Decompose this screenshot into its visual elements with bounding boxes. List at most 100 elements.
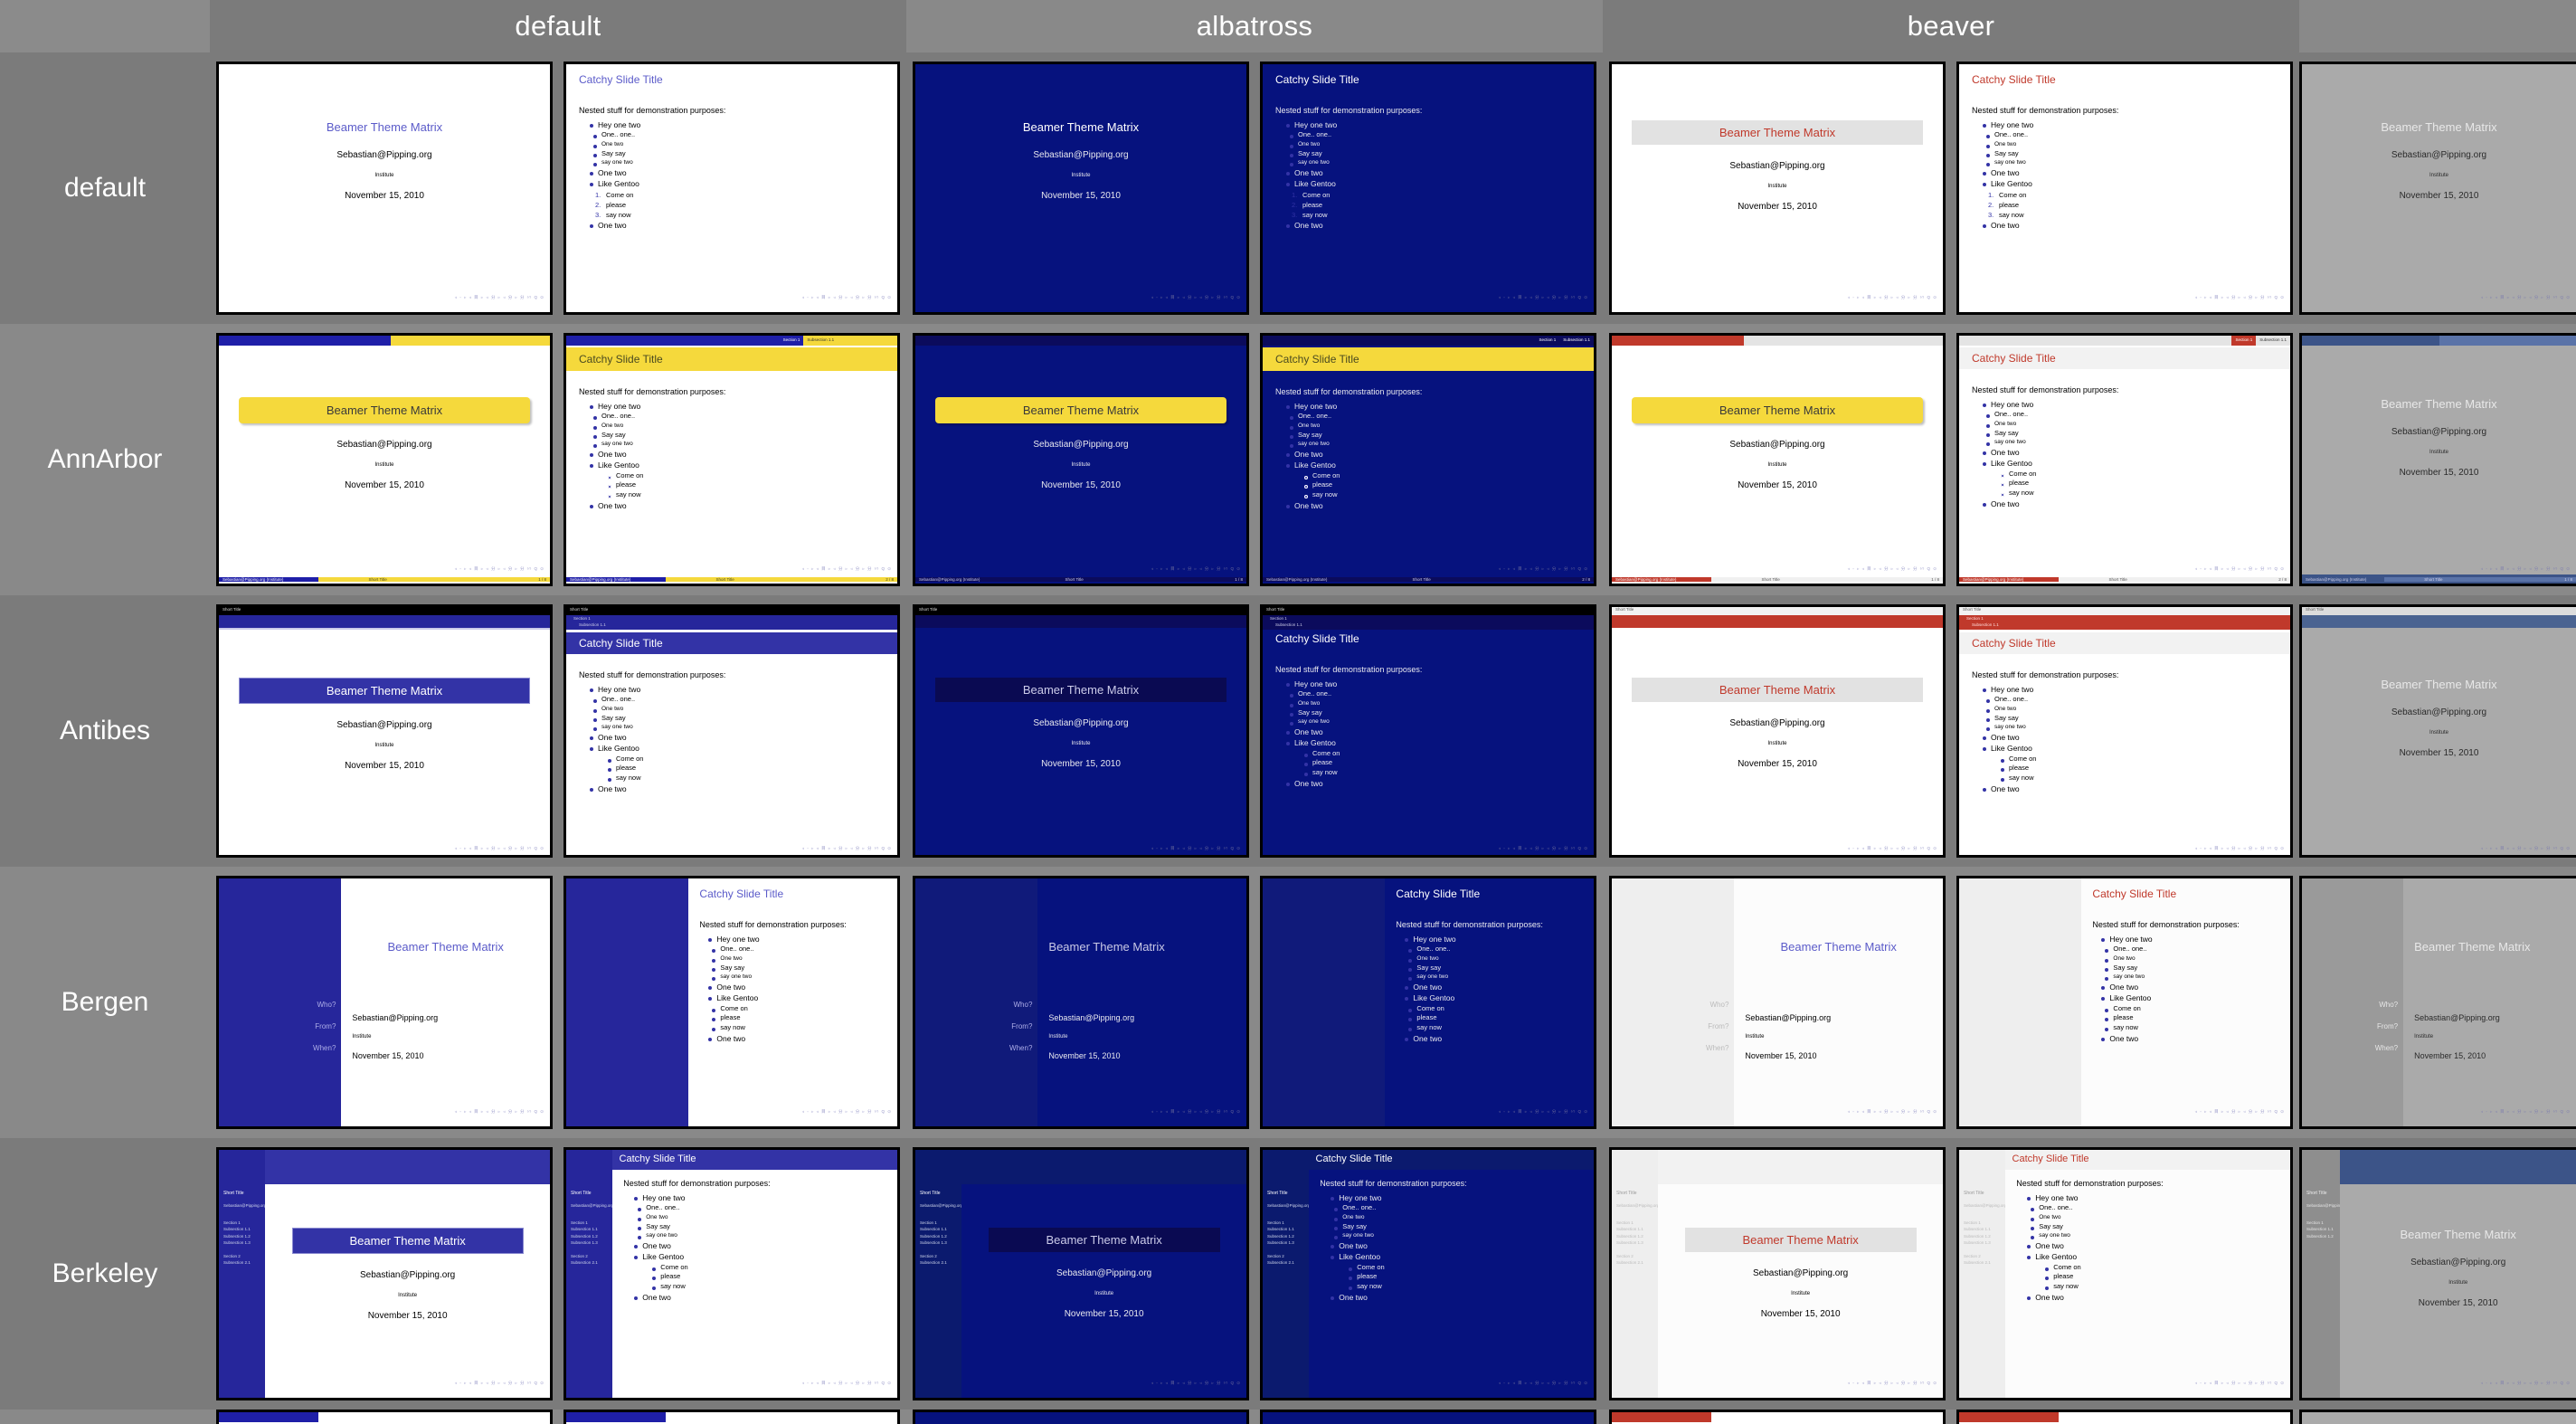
sidebar-subsection[interactable]: Subsection 1.2 — [571, 1233, 598, 1239]
nav-symbols-icon[interactable]: ◃ ◦ ▹ ◃ 目 ▹ ◃ 分 ▹ ◃ 分 ▹ 分 ∽ Q ⊙ — [2194, 1109, 2285, 1114]
sidebar-subsection[interactable]: Subsection 2.1 — [1267, 1260, 1294, 1266]
navigation-bar[interactable] — [219, 1412, 550, 1422]
navigation-bar[interactable]: Section 1 Subsection 1.1 — [1959, 336, 2290, 346]
slide-title[interactable]: Who? From? When? Beamer Theme Matrix Seb… — [2299, 876, 2576, 1129]
nav-symbols-icon[interactable]: ◃ ◦ ▹ ◃ 目 ▹ ◃ 分 ▹ ◃ 分 ▹ 分 ∽ Q ⊙ — [801, 1109, 892, 1114]
sidebar-short-title[interactable]: Short Title — [571, 1191, 592, 1196]
sidebar-subsection[interactable]: Subsection 1.2 — [920, 1233, 947, 1239]
nav-short-title[interactable]: Short Title — [566, 607, 897, 615]
slide-title[interactable] — [2299, 1410, 2576, 1424]
sidebar-author[interactable]: Sebastian@Pipping.org — [571, 1203, 614, 1208]
navigation-bar[interactable] — [915, 336, 1246, 346]
slide-title[interactable] — [913, 1410, 1249, 1424]
nav-short-title[interactable]: Short Title — [915, 607, 1246, 615]
nav-symbols-icon[interactable]: ◃ ◦ ▹ ◃ 目 ▹ ◃ 分 ▹ ◃ 分 ▹ 分 ∽ Q ⊙ — [1151, 1109, 1241, 1114]
slide-title[interactable]: Who? From? When? Beamer Theme Matrix Seb… — [216, 876, 553, 1129]
sidebar-subsection[interactable]: Subsection 2.1 — [920, 1260, 947, 1266]
nav-subsection[interactable]: Subsection 1.1 — [1275, 622, 1302, 627]
nav-symbols-icon[interactable]: ◃ ◦ ▹ ◃ 目 ▹ ◃ 分 ▹ ◃ 分 ▹ 分 ∽ Q ⊙ — [1847, 1381, 1937, 1385]
sidebar-subsection[interactable]: Subsection 1.1 — [571, 1227, 598, 1232]
nav-subsection[interactable]: Subsection 1.1 — [1559, 336, 1594, 346]
slide-content[interactable]: Short Title Section 1 Subsection 1.1 Cat… — [1260, 604, 1596, 858]
navigation-bar[interactable] — [219, 336, 550, 346]
nav-section[interactable]: Section 1 — [573, 616, 591, 621]
nav-symbols-icon[interactable]: ◃ ◦ ▹ ◃ 目 ▹ ◃ 分 ▹ ◃ 分 ▹ 分 ∽ Q ⊙ — [454, 566, 545, 571]
nav-section[interactable]: Section 1 — [1966, 616, 1984, 621]
nav-symbols-icon[interactable]: ◃ ◦ ▹ ◃ 目 ▹ ◃ 分 ▹ ◃ 分 ▹ 分 ∽ Q ⊙ — [2480, 1109, 2571, 1114]
nav-symbols-icon[interactable]: ◃ ◦ ▹ ◃ 目 ▹ ◃ 分 ▹ ◃ 分 ▹ 分 ∽ Q ⊙ — [2194, 566, 2285, 571]
slide-title[interactable]: Beamer Theme Matrix Sebastian@Pipping.or… — [1609, 333, 1946, 586]
nav-symbols-icon[interactable]: ◃ ◦ ▹ ◃ 目 ▹ ◃ 分 ▹ ◃ 分 ▹ 分 ∽ Q ⊙ — [454, 295, 545, 299]
sidebar-subsection[interactable]: Subsection 1.1 — [1964, 1227, 1991, 1232]
slide-title[interactable]: Short Title Beamer Theme Matrix Sebastia… — [913, 604, 1249, 858]
nav-symbols-icon[interactable]: ◃ ◦ ▹ ◃ 目 ▹ ◃ 分 ▹ ◃ 分 ▹ 分 ∽ Q ⊙ — [454, 1109, 545, 1114]
sidebar-subsection[interactable]: Subsection 1.2 — [223, 1233, 251, 1239]
navigation-bar[interactable] — [1612, 1412, 1943, 1422]
nav-symbols-icon[interactable]: ◃ ◦ ▹ ◃ 目 ▹ ◃ 分 ▹ ◃ 分 ▹ 分 ∽ Q ⊙ — [1498, 1381, 1588, 1385]
nav-symbols-icon[interactable]: ◃ ◦ ▹ ◃ 目 ▹ ◃ 分 ▹ ◃ 分 ▹ 分 ∽ Q ⊙ — [1151, 295, 1241, 299]
slide-title[interactable]: Who? From? When? Beamer Theme Matrix Seb… — [913, 876, 1249, 1129]
slide-content[interactable] — [1956, 1410, 2293, 1424]
nav-symbols-icon[interactable]: ◃ ◦ ▹ ◃ 目 ▹ ◃ 分 ▹ ◃ 分 ▹ 分 ∽ Q ⊙ — [1498, 846, 1588, 850]
sidebar-subsection[interactable]: Subsection 1.1 — [2306, 1227, 2334, 1232]
sidebar-subsection[interactable]: Subsection 1.3 — [1267, 1239, 1294, 1245]
slide-content[interactable]: Short Title Section 1 Subsection 1.1 Cat… — [1956, 604, 2293, 858]
sidebar-short-title[interactable]: Short Title — [2306, 1191, 2327, 1196]
slide-title[interactable]: Beamer Theme Matrix Sebastian@Pipping.or… — [913, 333, 1249, 586]
sidebar-section[interactable]: Section 1 — [920, 1220, 937, 1226]
slide-content[interactable]: Short Title Sebastian@Pipping.org Sectio… — [564, 1147, 900, 1400]
navigation-bar[interactable] — [2302, 336, 2576, 346]
slide-content[interactable] — [1260, 1410, 1596, 1424]
nav-symbols-icon[interactable]: ◃ ◦ ▹ ◃ 目 ▹ ◃ 分 ▹ ◃ 分 ▹ 分 ∽ Q ⊙ — [2480, 846, 2571, 850]
sidebar-short-title[interactable]: Short Title — [223, 1191, 244, 1196]
sidebar-subsection[interactable]: Subsection 1.3 — [1964, 1239, 1991, 1245]
nav-symbols-icon[interactable]: ◃ ◦ ▹ ◃ 目 ▹ ◃ 分 ▹ ◃ 分 ▹ 分 ∽ Q ⊙ — [2194, 295, 2285, 299]
sidebar-subsection[interactable]: Subsection 1.3 — [223, 1239, 251, 1245]
nav-symbols-icon[interactable]: ◃ ◦ ▹ ◃ 目 ▹ ◃ 分 ▹ ◃ 分 ▹ 分 ∽ Q ⊙ — [1498, 295, 1588, 299]
sidebar-section[interactable]: Section 1 — [2306, 1220, 2324, 1226]
slide-content[interactable]: Catchy Slide Title Nested stuff for demo… — [1956, 62, 2293, 315]
nav-short-title[interactable]: Short Title — [1959, 607, 2290, 615]
nav-subsection[interactable]: Subsection 1.1 — [2256, 336, 2290, 346]
sidebar-section[interactable]: Section 1 — [571, 1220, 588, 1226]
sidebar-subsection[interactable]: Subsection 1.2 — [1616, 1233, 1643, 1239]
sidebar-subsection[interactable]: Subsection 1.1 — [1616, 1227, 1643, 1232]
nav-symbols-icon[interactable]: ◃ ◦ ▹ ◃ 目 ▹ ◃ 分 ▹ ◃ 分 ▹ 分 ∽ Q ⊙ — [454, 1381, 545, 1385]
nav-short-title[interactable]: Short Title — [2302, 607, 2576, 615]
slide-title[interactable]: Short Title Beamer Theme Matrix Sebastia… — [2299, 604, 2576, 858]
nav-symbols-icon[interactable]: ◃ ◦ ▹ ◃ 目 ▹ ◃ 分 ▹ ◃ 分 ▹ 分 ∽ Q ⊙ — [454, 846, 545, 850]
sidebar-section[interactable]: Section 2 — [1964, 1253, 1981, 1258]
nav-symbols-icon[interactable]: ◃ ◦ ▹ ◃ 目 ▹ ◃ 分 ▹ ◃ 分 ▹ 分 ∽ Q ⊙ — [2194, 1381, 2285, 1385]
sidebar-subsection[interactable]: Subsection 2.1 — [1964, 1260, 1991, 1266]
slide-content[interactable]: Section 1 Subsection 1.1 Catchy Slide Ti… — [1260, 333, 1596, 586]
slide-title[interactable]: Short Title Sebastian@Pipping.org Sectio… — [216, 1147, 553, 1400]
sidebar-author[interactable]: Sebastian@Pipping.org — [920, 1203, 963, 1208]
nav-section[interactable]: Section 1 — [1270, 616, 1287, 621]
nav-section[interactable]: Section 1 — [2231, 336, 2257, 346]
nav-section[interactable]: Section 1 — [779, 336, 804, 346]
slide-title[interactable]: Short Title Sebastian@Pipping.org Sectio… — [913, 1147, 1249, 1400]
sidebar-subsection[interactable]: Subsection 1.1 — [1267, 1227, 1294, 1232]
sidebar-author[interactable]: Sebastian@Pipping.org — [1267, 1203, 1311, 1208]
nav-symbols-icon[interactable]: ◃ ◦ ▹ ◃ 目 ▹ ◃ 分 ▹ ◃ 分 ▹ 分 ∽ Q ⊙ — [801, 295, 892, 299]
sidebar-section[interactable]: Section 1 — [1267, 1220, 1284, 1226]
sidebar-short-title[interactable]: Short Title — [1267, 1191, 1288, 1196]
sidebar-section[interactable]: Section 2 — [571, 1253, 588, 1258]
nav-symbols-icon[interactable]: ◃ ◦ ▹ ◃ 目 ▹ ◃ 分 ▹ ◃ 分 ▹ 分 ∽ Q ⊙ — [2480, 566, 2571, 571]
navigation-bar[interactable] — [1959, 1412, 2290, 1422]
slide-title[interactable]: Beamer Theme Matrix Sebastian@Pipping.or… — [2299, 62, 2576, 315]
slide-content[interactable] — [564, 1410, 900, 1424]
sidebar-section[interactable]: Section 1 — [1964, 1220, 1981, 1226]
slide-title[interactable]: Beamer Theme Matrix Sebastian@Pipping.or… — [216, 333, 553, 586]
slide-title[interactable]: Short Title Beamer Theme Matrix Sebastia… — [1609, 604, 1946, 858]
nav-short-title[interactable]: Short Title — [219, 607, 550, 615]
nav-symbols-icon[interactable]: ◃ ◦ ▹ ◃ 目 ▹ ◃ 分 ▹ ◃ 分 ▹ 分 ∽ Q ⊙ — [1847, 295, 1937, 299]
slide-content[interactable]: Catchy Slide Title Nested stuff for demo… — [1956, 876, 2293, 1129]
slide-content[interactable]: Short Title Sebastian@Pipping.org Sectio… — [1260, 1147, 1596, 1400]
slide-content[interactable]: Catchy Slide Title Nested stuff for demo… — [564, 62, 900, 315]
nav-symbols-icon[interactable]: ◃ ◦ ▹ ◃ 目 ▹ ◃ 分 ▹ ◃ 分 ▹ 分 ∽ Q ⊙ — [1151, 846, 1241, 850]
sidebar-subsection[interactable]: Subsection 1.3 — [571, 1239, 598, 1245]
slide-title[interactable]: Beamer Theme Matrix Sebastian@Pipping.or… — [216, 62, 553, 315]
slide-title[interactable]: Beamer Theme Matrix Sebastian@Pipping.or… — [1609, 62, 1946, 315]
nav-symbols-icon[interactable]: ◃ ◦ ▹ ◃ 目 ▹ ◃ 分 ▹ ◃ 分 ▹ 分 ∽ Q ⊙ — [2194, 846, 2285, 850]
